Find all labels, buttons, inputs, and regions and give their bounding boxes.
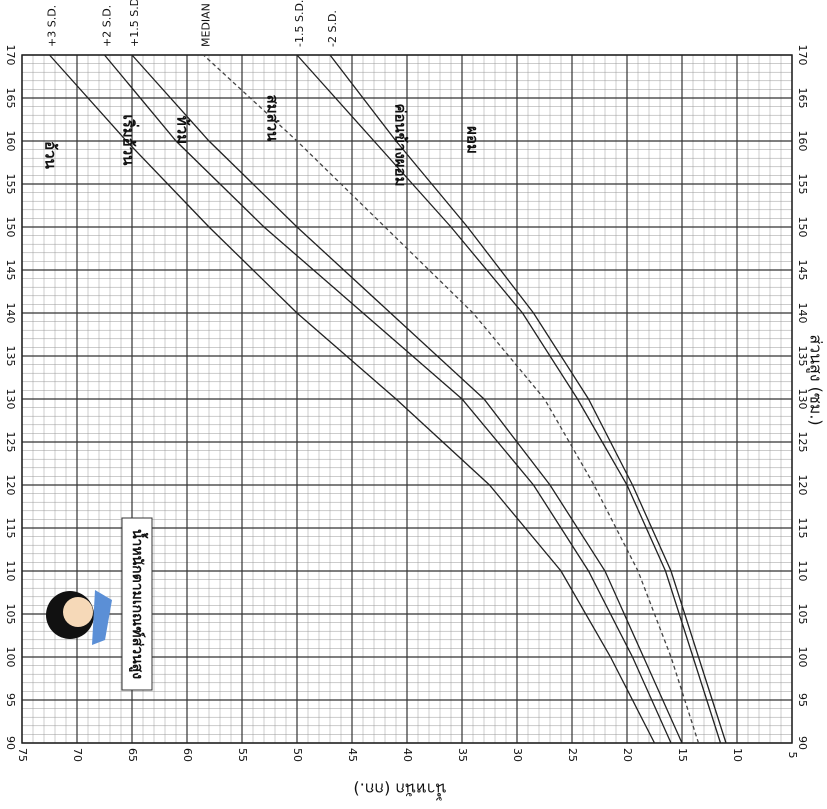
x-tick-label: 90 xyxy=(796,736,809,750)
zone-label: ท้วม xyxy=(174,116,192,144)
x-tick-label: 150 xyxy=(796,217,809,238)
y-tick-label: 50 xyxy=(291,748,304,762)
x-tick-label: 100 xyxy=(796,647,809,668)
y-tick-label: 60 xyxy=(181,748,194,762)
x-tick-label: 145 xyxy=(4,260,17,281)
y-tick-label: 55 xyxy=(236,748,249,762)
x-tick-label: 135 xyxy=(4,346,17,367)
x-tick-label: 125 xyxy=(796,432,809,453)
series-label: -2 S.D. xyxy=(326,10,339,47)
y-tick-label: 15 xyxy=(676,748,689,762)
series-label: MEDIAN xyxy=(200,3,213,47)
x-tick-label: 120 xyxy=(4,475,17,496)
x-tick-label: 155 xyxy=(796,174,809,195)
x-tick-label: 160 xyxy=(796,131,809,152)
y-axis-label: น้ำหนัก (กก.) xyxy=(353,780,446,801)
x-tick-label: 110 xyxy=(4,561,17,582)
x-tick-label: 105 xyxy=(796,604,809,625)
series-label: -1.5 S.D. xyxy=(293,0,306,47)
x-tick-label: 95 xyxy=(4,693,17,707)
y-tick-label: 5 xyxy=(786,752,799,759)
x-tick-label: 130 xyxy=(796,389,809,410)
y-tick-label: 20 xyxy=(621,748,634,762)
x-tick-label: 115 xyxy=(796,518,809,539)
chart: น้ำหนักตามเกณฑ์ส่วนสูง น้ำหนัก (กก.) ส่ว… xyxy=(0,0,827,809)
x-tick-label: 120 xyxy=(796,475,809,496)
x-tick-label: 115 xyxy=(4,518,17,539)
y-tick-label: 45 xyxy=(346,748,359,762)
x-tick-label: 125 xyxy=(4,432,17,453)
x-tick-label: 110 xyxy=(796,561,809,582)
zone-label: ผอม xyxy=(464,126,482,154)
x-tick-label: 130 xyxy=(4,389,17,410)
x-tick-label: 150 xyxy=(4,217,17,238)
x-tick-label: 90 xyxy=(4,736,17,750)
x-tick-label: 165 xyxy=(796,88,809,109)
x-tick-label: 170 xyxy=(796,45,809,66)
series-label: +2 S.D. xyxy=(101,5,114,47)
y-tick-label: 30 xyxy=(511,748,524,762)
x-tick-label: 145 xyxy=(796,260,809,281)
zone-label: ค่อนข้างผอม xyxy=(392,104,410,187)
x-tick-label: 140 xyxy=(796,303,809,324)
y-tick-label: 65 xyxy=(126,748,139,762)
x-tick-label: 165 xyxy=(4,88,17,109)
zone-label: อ้วน xyxy=(42,141,60,169)
x-tick-label: 95 xyxy=(796,693,809,707)
x-tick-label: 105 xyxy=(4,604,17,625)
x-tick-label: 160 xyxy=(4,131,17,152)
zone-label: เริ่มอ้วน xyxy=(120,115,140,167)
y-tick-label: 70 xyxy=(71,748,84,762)
y-tick-label: 35 xyxy=(456,748,469,762)
y-tick-label: 10 xyxy=(731,748,744,762)
y-tick-label: 25 xyxy=(566,748,579,762)
series-label: +1.5 S.D. xyxy=(128,0,141,47)
x-tick-label: 135 xyxy=(796,346,809,367)
zone-label: สมส่วน xyxy=(264,95,282,143)
series-label: +3 S.D. xyxy=(46,5,59,47)
x-tick-label: 100 xyxy=(4,647,17,668)
x-tick-label: 140 xyxy=(4,303,17,324)
y-tick-label: 40 xyxy=(401,748,414,762)
x-tick-label: 170 xyxy=(4,45,17,66)
y-tick-label: 75 xyxy=(16,748,29,762)
x-tick-label: 155 xyxy=(4,174,17,195)
